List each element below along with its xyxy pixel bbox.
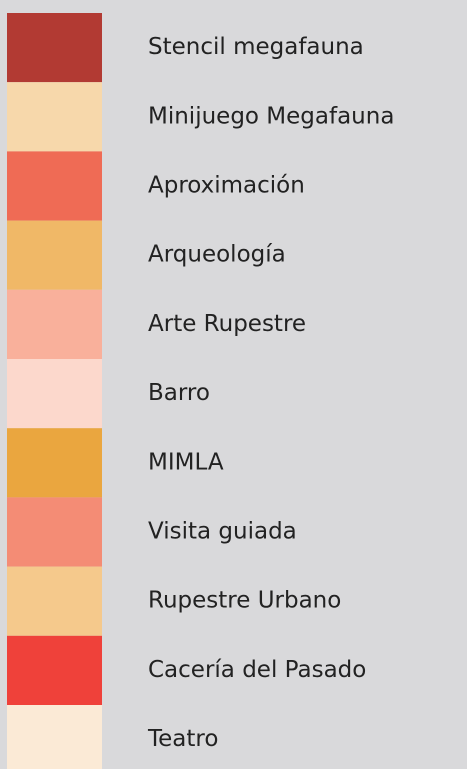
- legend-swatch: [7, 13, 102, 83]
- legend-swatch: [7, 566, 102, 636]
- legend-label: Aproximación: [148, 173, 305, 199]
- legend-swatch: [7, 359, 102, 429]
- legend-swatch: [7, 82, 102, 152]
- legend-label: Arqueología: [148, 242, 286, 268]
- legend-label: Visita guiada: [148, 519, 297, 545]
- legend-swatch: [7, 220, 102, 290]
- legend-label: Stencil megafauna: [148, 34, 364, 60]
- legend-label: Cacería del Pasado: [148, 657, 366, 683]
- legend-label: Barro: [148, 380, 210, 406]
- legend-swatch: [7, 497, 102, 567]
- legend-swatch: [7, 705, 102, 769]
- legend-label: Teatro: [147, 726, 218, 752]
- legend-swatch: [7, 428, 102, 498]
- legend-label: Minijuego Megafauna: [148, 103, 394, 129]
- legend-label: Arte Rupestre: [148, 311, 306, 337]
- legend-label: Rupestre Urbano: [148, 588, 341, 614]
- legend-swatch: [7, 289, 102, 359]
- legend-swatch: [7, 635, 102, 705]
- legend-swatch: [7, 151, 102, 221]
- legend-label: MIMLA: [148, 449, 224, 475]
